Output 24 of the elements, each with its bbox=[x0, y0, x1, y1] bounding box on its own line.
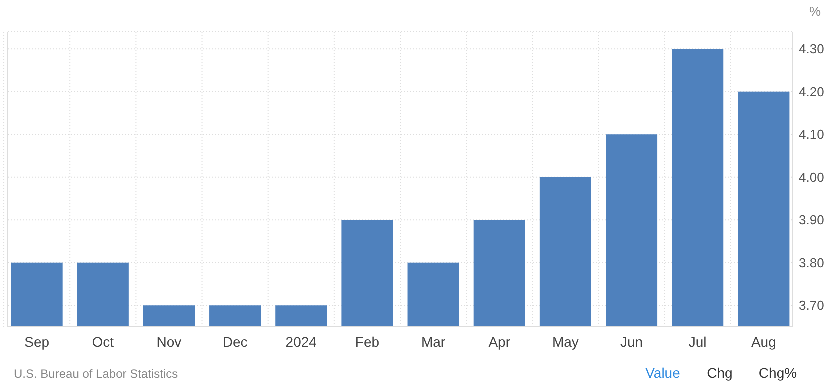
x-tick-label: Dec bbox=[222, 334, 248, 350]
x-tick-label: Feb bbox=[355, 334, 380, 350]
x-tick-label: Apr bbox=[488, 334, 511, 350]
x-tick-label: Jun bbox=[620, 334, 644, 350]
y-tick-label: 4.30 bbox=[799, 42, 824, 57]
y-tick-label: 3.90 bbox=[799, 212, 824, 228]
x-tick-label: Nov bbox=[156, 334, 182, 350]
x-tick-label: Aug bbox=[751, 334, 776, 350]
x-tick-label: May bbox=[552, 334, 579, 350]
y-tick-label: 4.00 bbox=[799, 170, 824, 185]
text: U.S. Bureau of Labor Statistics bbox=[14, 367, 178, 381]
x-tick-label: Jul bbox=[688, 334, 707, 350]
tab-button[interactable]: Chg% bbox=[758, 365, 798, 381]
x-tick-label: 2024 bbox=[286, 334, 318, 350]
tab-button[interactable]: Chg bbox=[707, 365, 733, 381]
tab-button[interactable]: Value bbox=[646, 365, 680, 381]
x-tick-label: Mar bbox=[421, 334, 446, 350]
y-tick-label: 3.70 bbox=[799, 298, 824, 314]
y-tick-label: 4.10 bbox=[799, 127, 824, 142]
y-axis-title: % bbox=[809, 4, 822, 19]
x-tick-label: Sep bbox=[24, 334, 50, 350]
y-tick-label: 3.80 bbox=[799, 255, 824, 270]
x-tick-label: Oct bbox=[92, 334, 114, 350]
y-tick-label: 4.20 bbox=[799, 84, 824, 100]
